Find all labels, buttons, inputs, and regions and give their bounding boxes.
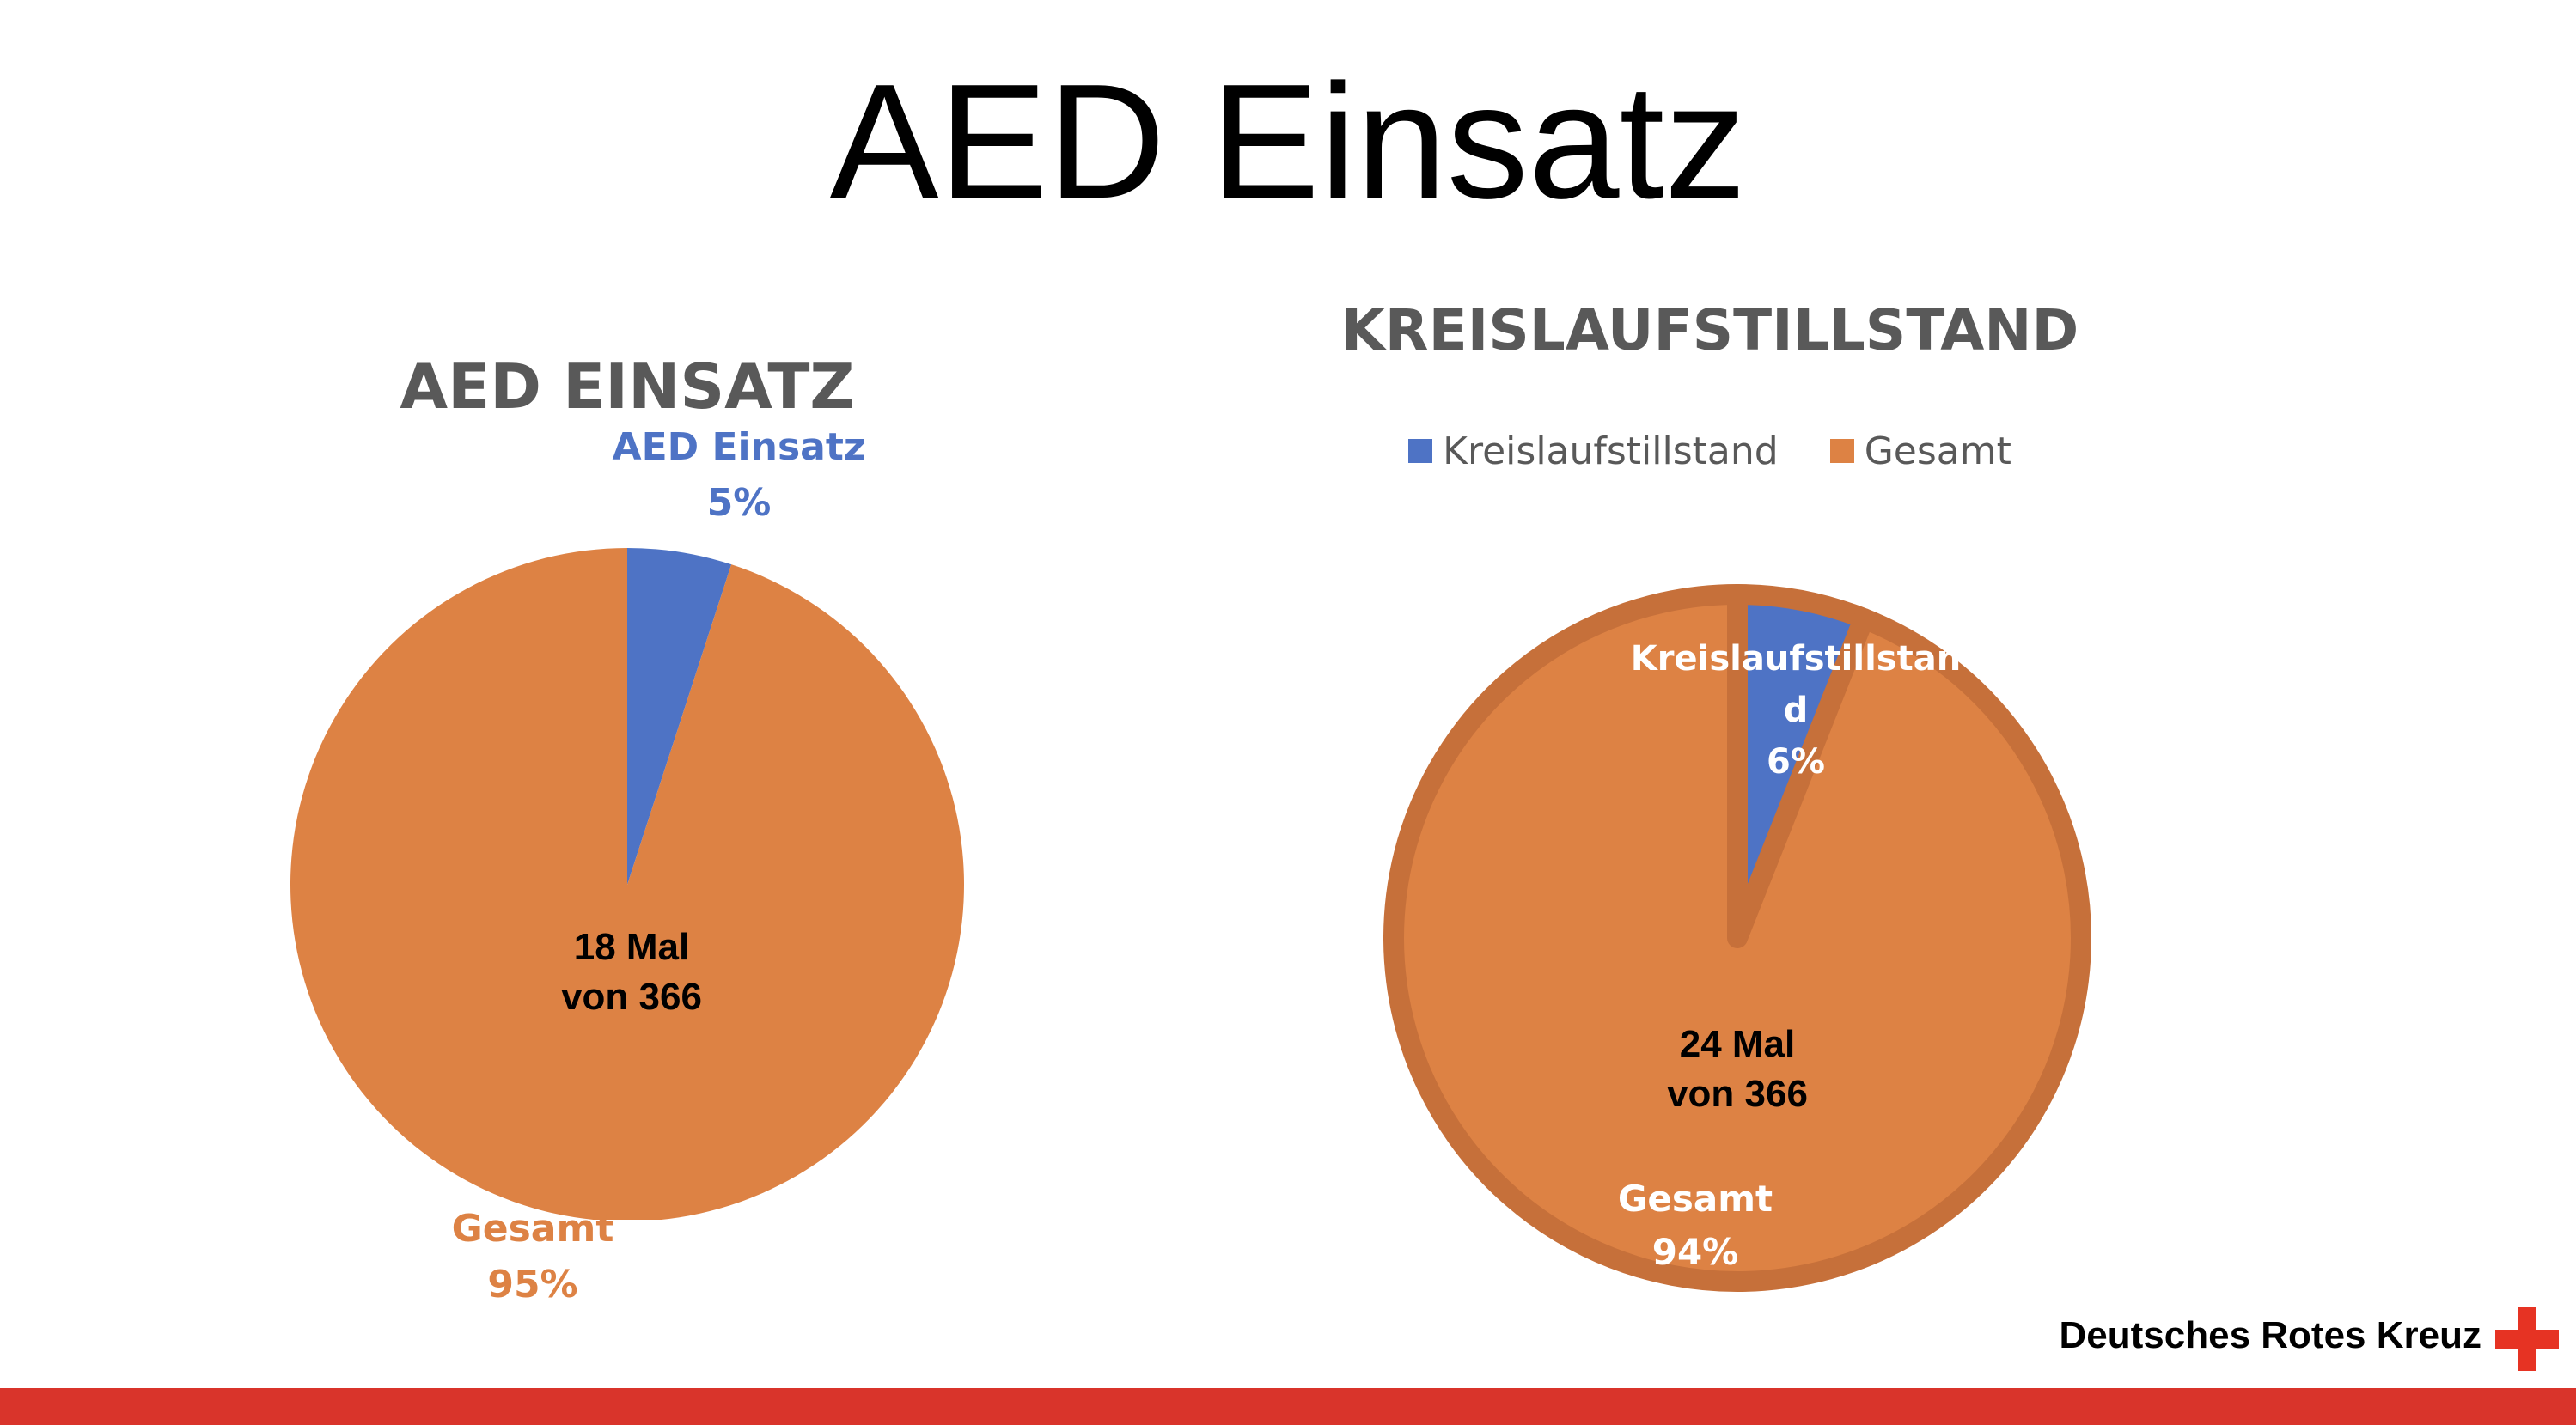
legend-swatch-orange (1829, 439, 1854, 463)
chart-2-labels: Kreislaufstillstan d 6% 24 Mal von 366 G… (1618, 639, 1961, 1273)
pie-slice-gesamt (1383, 584, 2091, 1292)
chart-1-annotation-line2: von 366 (561, 976, 702, 1018)
organization-name: Deutsches Rotes Kreuz (2059, 1314, 2481, 1356)
chart-2-label-gesamt-percent: 94% (1652, 1231, 1739, 1273)
chart-2-label-kreis-line2: d (1784, 691, 1809, 730)
legend-item-gesamt: Gesamt (1829, 429, 2011, 473)
footer-bar (0, 1388, 2576, 1425)
chart-2-legend: Kreislaufstillstand Gesamt (1375, 425, 2045, 477)
chart-1-label-aed-name: AED Einsatz (613, 425, 866, 469)
legend-swatch-blue (1408, 439, 1433, 463)
legend-label: Gesamt (1864, 429, 2011, 473)
chart-1-label-gesamt-percent: 95% (487, 1263, 577, 1306)
legend-item-kreislaufstillstand: Kreislaufstillstand (1408, 429, 1779, 473)
chart-2-label-kreis-line1: Kreislaufstillstan (1631, 639, 1961, 679)
chart-2-label-kreis-percent: 6% (1767, 742, 1825, 782)
chart-1-annotation-line1: 18 Mal (574, 926, 690, 968)
chart-2-annotation-line2: von 366 (1667, 1073, 1808, 1115)
legend-label: Kreislaufstillstand (1443, 429, 1779, 473)
chart-1-title: AED EINSATZ (400, 350, 855, 423)
slide-title: AED Einsatz (829, 51, 1747, 233)
chart-1-label-aed-percent: 5% (707, 481, 772, 525)
pie-slice-aed-einsatz (627, 548, 732, 885)
chart-2-annotation-line1: 24 Mal (1680, 1023, 1796, 1065)
red-cross-icon (2495, 1307, 2559, 1371)
chart-1-labels: AED Einsatz 5% 18 Mal von 366 Gesamt 95% (452, 425, 866, 1306)
chart-2-pie (1383, 584, 2091, 1292)
chart-1-label-gesamt-name: Gesamt (452, 1207, 614, 1251)
chart-1-pie (290, 548, 964, 1220)
chart-2-title: KREISLAUFSTILLSTAND (1340, 297, 2079, 363)
pie-slice-gesamt (290, 548, 964, 1220)
chart-2-label-gesamt-name: Gesamt (1618, 1178, 1773, 1220)
